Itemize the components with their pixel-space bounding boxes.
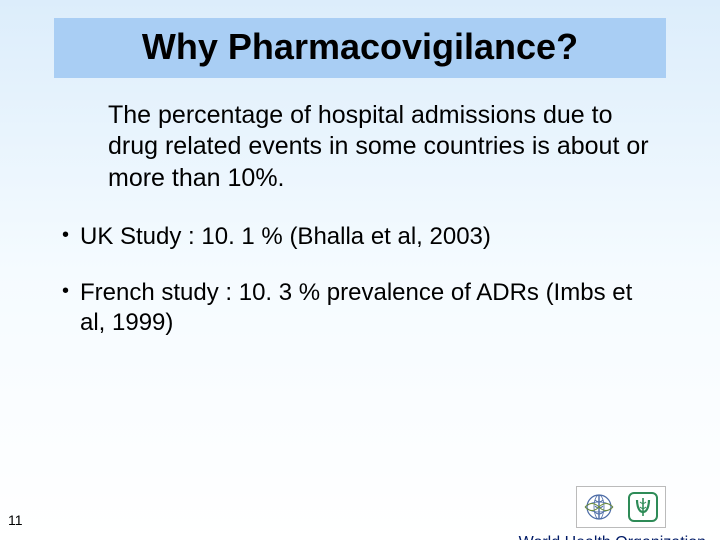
bullet-item: • French study : 10. 3 % prevalence of A… (62, 278, 658, 338)
footer-org-name: World Health Organization (519, 534, 706, 540)
page-number: 11 (8, 512, 23, 528)
intro-text: The percentage of hospital admissions du… (90, 100, 658, 194)
bullet-dot-icon: • (62, 222, 80, 249)
title-bar: Why Pharmacovigilance? (54, 18, 666, 78)
bullet-list: • UK Study : 10. 1 % (Bhalla et al, 2003… (62, 222, 658, 338)
bullet-item: • UK Study : 10. 1 % (Bhalla et al, 2003… (62, 222, 658, 252)
umc-logo-icon (623, 489, 663, 525)
content-area: The percentage of hospital admissions du… (62, 100, 658, 338)
who-logo-icon (579, 489, 619, 525)
bullet-text: French study : 10. 3 % prevalence of ADR… (80, 278, 658, 338)
logo-group (576, 486, 666, 528)
bullet-text: UK Study : 10. 1 % (Bhalla et al, 2003) (80, 222, 658, 252)
bullet-dot-icon: • (62, 278, 80, 305)
slide-title: Why Pharmacovigilance? (68, 26, 652, 68)
intro-paragraph: The percentage of hospital admissions du… (90, 100, 658, 194)
